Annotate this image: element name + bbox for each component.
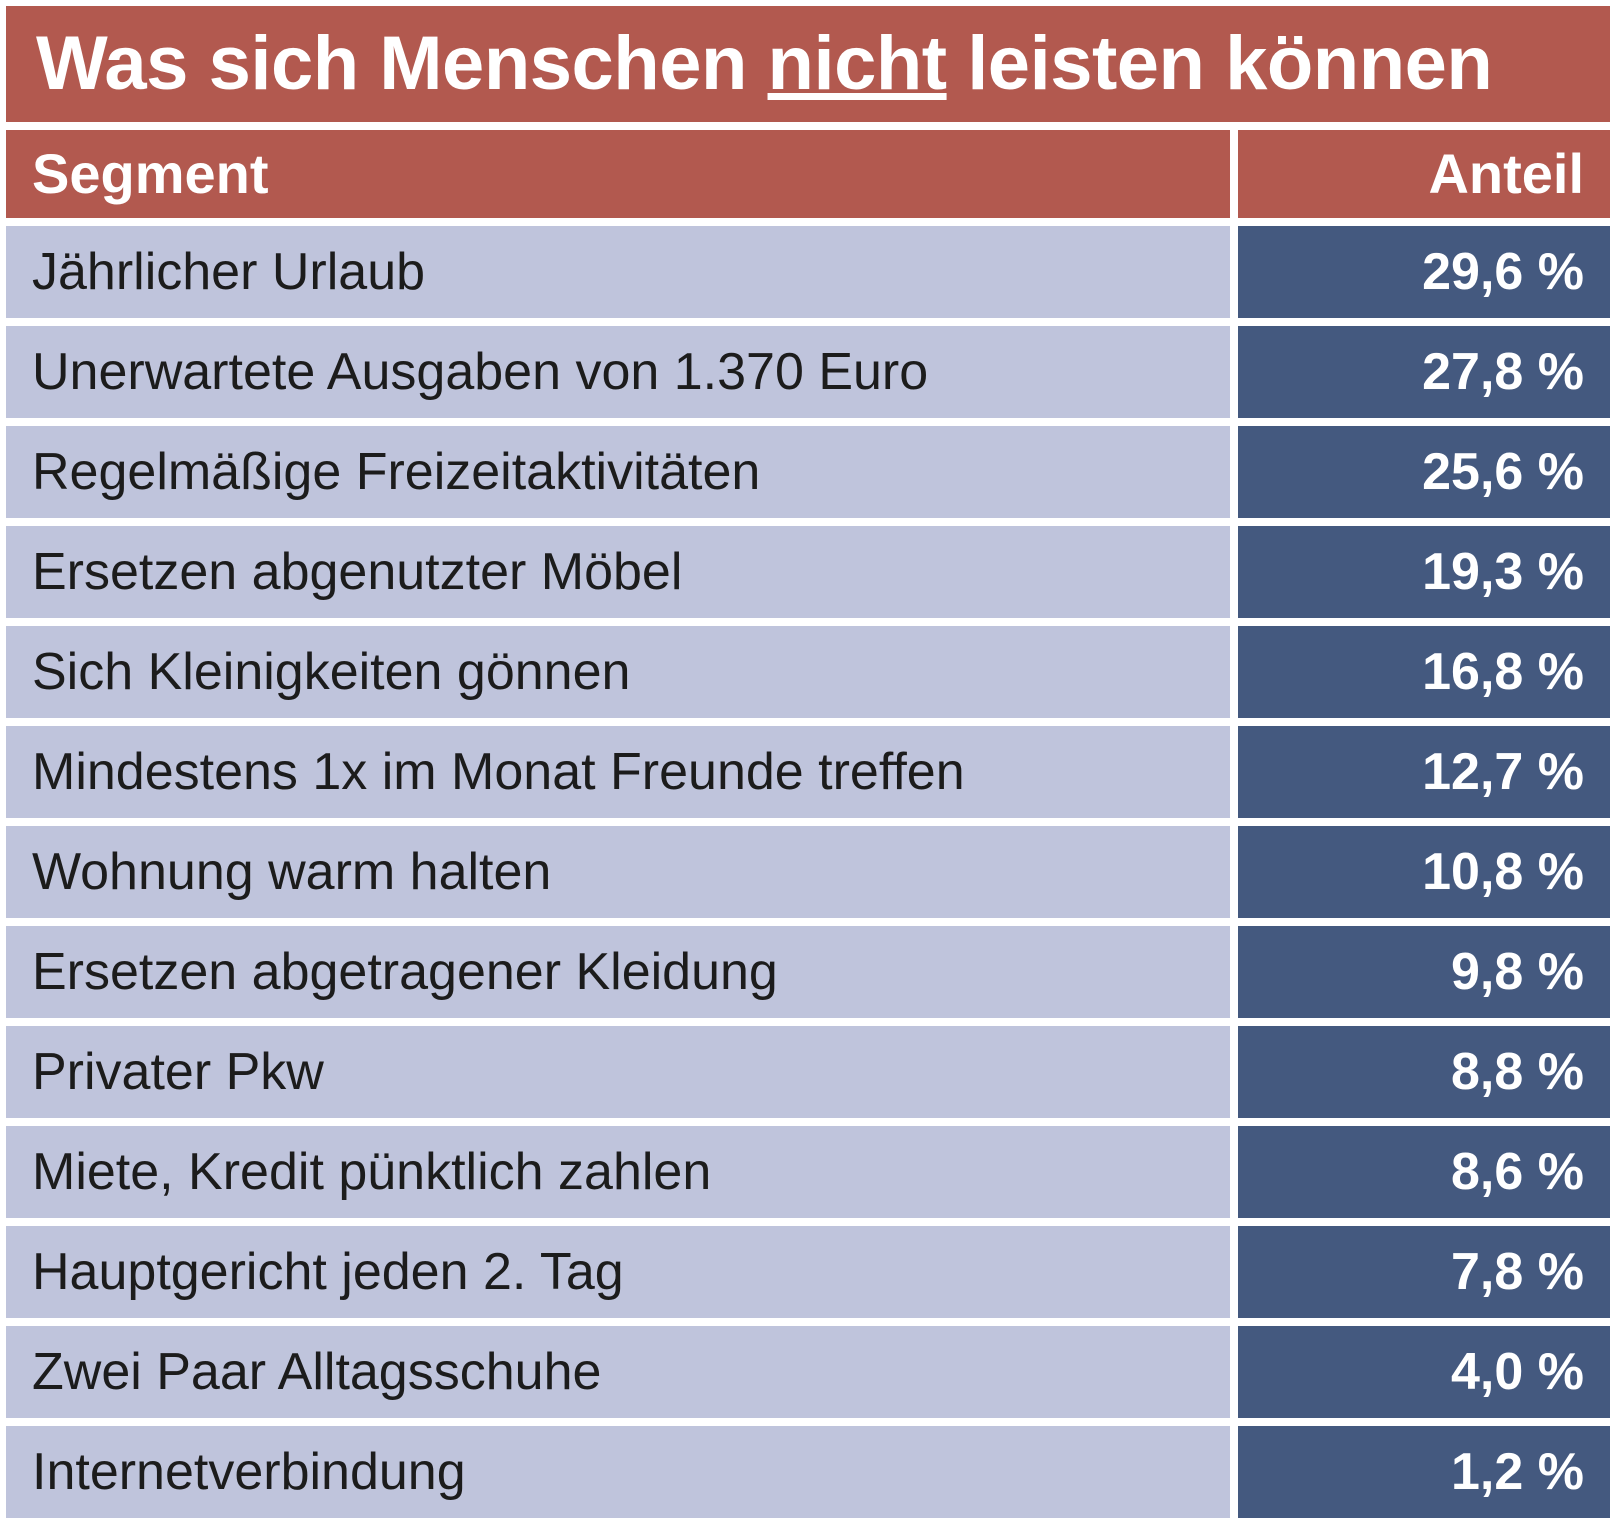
title-text-underlined: nicht [768, 21, 947, 106]
table-row: Jährlicher Urlaub 29,6 % [6, 226, 1610, 318]
segment-label: Privater Pkw [32, 1042, 324, 1102]
cell-anteil: 8,8 % [1238, 1026, 1610, 1118]
cell-anteil: 10,8 % [1238, 826, 1610, 918]
cell-segment: Miete, Kredit pünktlich zahlen [6, 1126, 1230, 1218]
anteil-value: 25,6 % [1422, 442, 1584, 502]
column-header-anteil: Anteil [1238, 130, 1610, 218]
anteil-value: 12,7 % [1422, 742, 1584, 802]
table-body: Jährlicher Urlaub 29,6 % Unerwartete Ausga… [6, 226, 1610, 1518]
anteil-value: 8,6 % [1451, 1142, 1584, 1202]
anteil-value: 27,8 % [1422, 342, 1584, 402]
table-title: Was sich Menschen nicht leisten können [6, 6, 1610, 122]
cell-anteil: 19,3 % [1238, 526, 1610, 618]
table-row: Wohnung warm halten 10,8 % [6, 826, 1610, 918]
cell-segment: Ersetzen abgenutzter Möbel [6, 526, 1230, 618]
table-row: Hauptgericht jeden 2. Tag 7,8 % [6, 1226, 1610, 1318]
cell-anteil: 4,0 % [1238, 1326, 1610, 1418]
anteil-value: 19,3 % [1422, 542, 1584, 602]
segment-label: Mindestens 1x im Monat Freunde treffen [32, 742, 965, 802]
anteil-value: 7,8 % [1451, 1242, 1584, 1302]
segment-label: Zwei Paar Alltagsschuhe [32, 1342, 601, 1402]
cell-anteil: 16,8 % [1238, 626, 1610, 718]
affordability-table: Was sich Menschen nicht leisten können S… [0, 0, 1616, 1524]
cell-anteil: 27,8 % [1238, 326, 1610, 418]
anteil-value: 9,8 % [1451, 942, 1584, 1002]
segment-label: Internetverbindung [32, 1442, 466, 1502]
table-row: Internetverbindung 1,2 % [6, 1426, 1610, 1518]
cell-segment: Ersetzen abgetragener Kleidung [6, 926, 1230, 1018]
column-header-anteil-label: Anteil [1428, 141, 1584, 206]
title-text-post: leisten können [947, 21, 1493, 106]
table-row: Ersetzen abgenutzter Möbel 19,3 % [6, 526, 1610, 618]
cell-segment: Mindestens 1x im Monat Freunde treffen [6, 726, 1230, 818]
table-row: Regelmäßige Freizeitaktivitäten 25,6 % [6, 426, 1610, 518]
title-text-pre: Was sich Menschen [36, 21, 768, 106]
cell-segment: Jährlicher Urlaub [6, 226, 1230, 318]
segment-label: Hauptgericht jeden 2. Tag [32, 1242, 624, 1302]
cell-anteil: 29,6 % [1238, 226, 1610, 318]
segment-label: Regelmäßige Freizeitaktivitäten [32, 442, 760, 502]
segment-label: Sich Kleinigkeiten gönnen [32, 642, 630, 702]
segment-label: Ersetzen abgenutzter Möbel [32, 542, 682, 602]
cell-anteil: 7,8 % [1238, 1226, 1610, 1318]
table-header-row: Segment Anteil [6, 130, 1610, 218]
cell-anteil: 12,7 % [1238, 726, 1610, 818]
table-row: Unerwartete Ausgaben von 1.370 Euro 27,8 … [6, 326, 1610, 418]
cell-segment: Privater Pkw [6, 1026, 1230, 1118]
segment-label: Wohnung warm halten [32, 842, 551, 902]
cell-anteil: 1,2 % [1238, 1426, 1610, 1518]
cell-anteil: 8,6 % [1238, 1126, 1610, 1218]
anteil-value: 29,6 % [1422, 242, 1584, 302]
cell-anteil: 25,6 % [1238, 426, 1610, 518]
table-row: Privater Pkw 8,8 % [6, 1026, 1610, 1118]
segment-label: Jährlicher Urlaub [32, 242, 425, 302]
anteil-value: 8,8 % [1451, 1042, 1584, 1102]
segment-label: Unerwartete Ausgaben von 1.370 Euro [32, 342, 928, 402]
table-row: Sich Kleinigkeiten gönnen 16,8 % [6, 626, 1610, 718]
anteil-value: 16,8 % [1422, 642, 1584, 702]
cell-anteil: 9,8 % [1238, 926, 1610, 1018]
table-row: Miete, Kredit pünktlich zahlen 8,6 % [6, 1126, 1610, 1218]
column-header-segment: Segment [6, 130, 1230, 218]
column-header-segment-label: Segment [32, 141, 269, 206]
anteil-value: 4,0 % [1451, 1342, 1584, 1402]
cell-segment: Wohnung warm halten [6, 826, 1230, 918]
cell-segment: Internetverbindung [6, 1426, 1230, 1518]
anteil-value: 1,2 % [1451, 1442, 1584, 1502]
cell-segment: Zwei Paar Alltagsschuhe [6, 1326, 1230, 1418]
cell-segment: Regelmäßige Freizeitaktivitäten [6, 426, 1230, 518]
table-row: Ersetzen abgetragener Kleidung 9,8 % [6, 926, 1610, 1018]
table-row: Zwei Paar Alltagsschuhe 4,0 % [6, 1326, 1610, 1418]
cell-segment: Sich Kleinigkeiten gönnen [6, 626, 1230, 718]
table-row: Mindestens 1x im Monat Freunde treffen 12… [6, 726, 1610, 818]
cell-segment: Hauptgericht jeden 2. Tag [6, 1226, 1230, 1318]
segment-label: Ersetzen abgetragener Kleidung [32, 942, 778, 1002]
cell-segment: Unerwartete Ausgaben von 1.370 Euro [6, 326, 1230, 418]
anteil-value: 10,8 % [1422, 842, 1584, 902]
segment-label: Miete, Kredit pünktlich zahlen [32, 1142, 711, 1202]
